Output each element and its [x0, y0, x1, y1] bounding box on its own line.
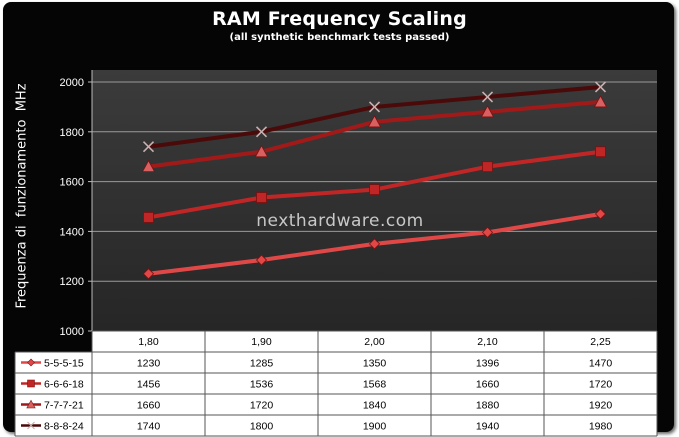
table-cell: 1568	[363, 379, 387, 391]
table-cell: 1456	[137, 379, 161, 391]
series-8-8-8-24	[142, 81, 607, 153]
table-cell: 1720	[589, 379, 613, 391]
data-point	[367, 115, 382, 128]
series-6-6-6-18	[143, 146, 606, 223]
table-cell: 1660	[137, 400, 161, 412]
y-axis-ticks: 1000 1200 1400 1600 1800 2000	[60, 77, 84, 338]
x-category-label: 2,25	[590, 336, 611, 348]
table-cell: 1470	[589, 358, 613, 370]
table-cell: 1980	[589, 421, 613, 433]
y-tick-label: 1200	[60, 276, 84, 288]
data-point	[143, 212, 154, 223]
table-cell: 1536	[250, 379, 274, 391]
legend-key	[21, 421, 41, 430]
data-point	[255, 254, 268, 266]
data-point	[594, 81, 607, 93]
chart-subtitle: (all synthetic benchmark tests passed)	[229, 32, 450, 43]
series-7-7-7-21	[141, 95, 608, 173]
table-cell: 1740	[137, 421, 161, 433]
legend-key	[21, 358, 41, 367]
data-point	[368, 238, 381, 250]
data-point	[142, 268, 155, 280]
legend-label: 7-7-7-21	[44, 400, 84, 412]
legend-marker	[27, 421, 35, 430]
table-cell: 1720	[250, 400, 274, 412]
table-cell: 1396	[476, 358, 500, 370]
legend-marker	[27, 358, 35, 367]
x-category-label: 1,90	[251, 336, 272, 348]
series-5-5-5-15	[142, 208, 607, 280]
data-point	[368, 101, 381, 113]
x-category-label: 1,80	[138, 336, 159, 348]
legend-label: 5-5-5-15	[44, 358, 84, 370]
plot-area	[92, 70, 657, 331]
watermark-text: nexthardware.com	[256, 211, 423, 231]
x-category-label: 2,10	[477, 336, 498, 348]
y-tick-label: 1800	[60, 127, 84, 139]
data-point	[593, 95, 608, 108]
table-cell: 1880	[476, 400, 500, 412]
chart-title: RAM Frequency Scaling	[212, 8, 467, 30]
y-tick-label: 2000	[60, 77, 84, 89]
table-body-bg	[92, 331, 657, 436]
data-point	[255, 126, 268, 138]
data-point	[142, 141, 155, 153]
table-cell: 1350	[363, 358, 387, 370]
data-point	[481, 91, 494, 103]
y-tick-label: 1400	[60, 226, 84, 238]
series-lines	[141, 81, 608, 280]
data-point	[480, 105, 495, 118]
y-tick-label: 1000	[60, 326, 84, 338]
table-cell: 1660	[476, 379, 500, 391]
table-cell: 1940	[476, 421, 500, 433]
y-tick-label: 1600	[60, 177, 84, 189]
table-cell: 1900	[363, 421, 387, 433]
data-point	[254, 144, 269, 158]
table-cell: 1920	[589, 400, 613, 412]
data-point	[482, 161, 493, 173]
table-cell: 1285	[250, 358, 274, 370]
x-category-label: 2,00	[364, 336, 385, 348]
legend-marker	[26, 399, 36, 409]
data-point	[141, 159, 156, 173]
data-point	[594, 208, 607, 220]
table-cell: 1840	[363, 400, 387, 412]
table-cell: 1230	[137, 358, 161, 370]
data-point	[595, 146, 606, 158]
legend-key	[21, 399, 41, 409]
legend-label: 6-6-6-18	[44, 379, 84, 391]
data-point	[481, 226, 494, 238]
legend-key	[21, 379, 41, 388]
data-point	[256, 192, 267, 203]
data-table: 1,80 1,90 2,00 2,10 2,25 5-5-5-15 1230 1285 1350…	[14, 330, 658, 437]
table-cell: 1800	[250, 421, 274, 433]
legend-label: 8-8-8-24	[44, 421, 84, 433]
data-point	[369, 184, 380, 195]
legend-marker	[27, 379, 35, 388]
